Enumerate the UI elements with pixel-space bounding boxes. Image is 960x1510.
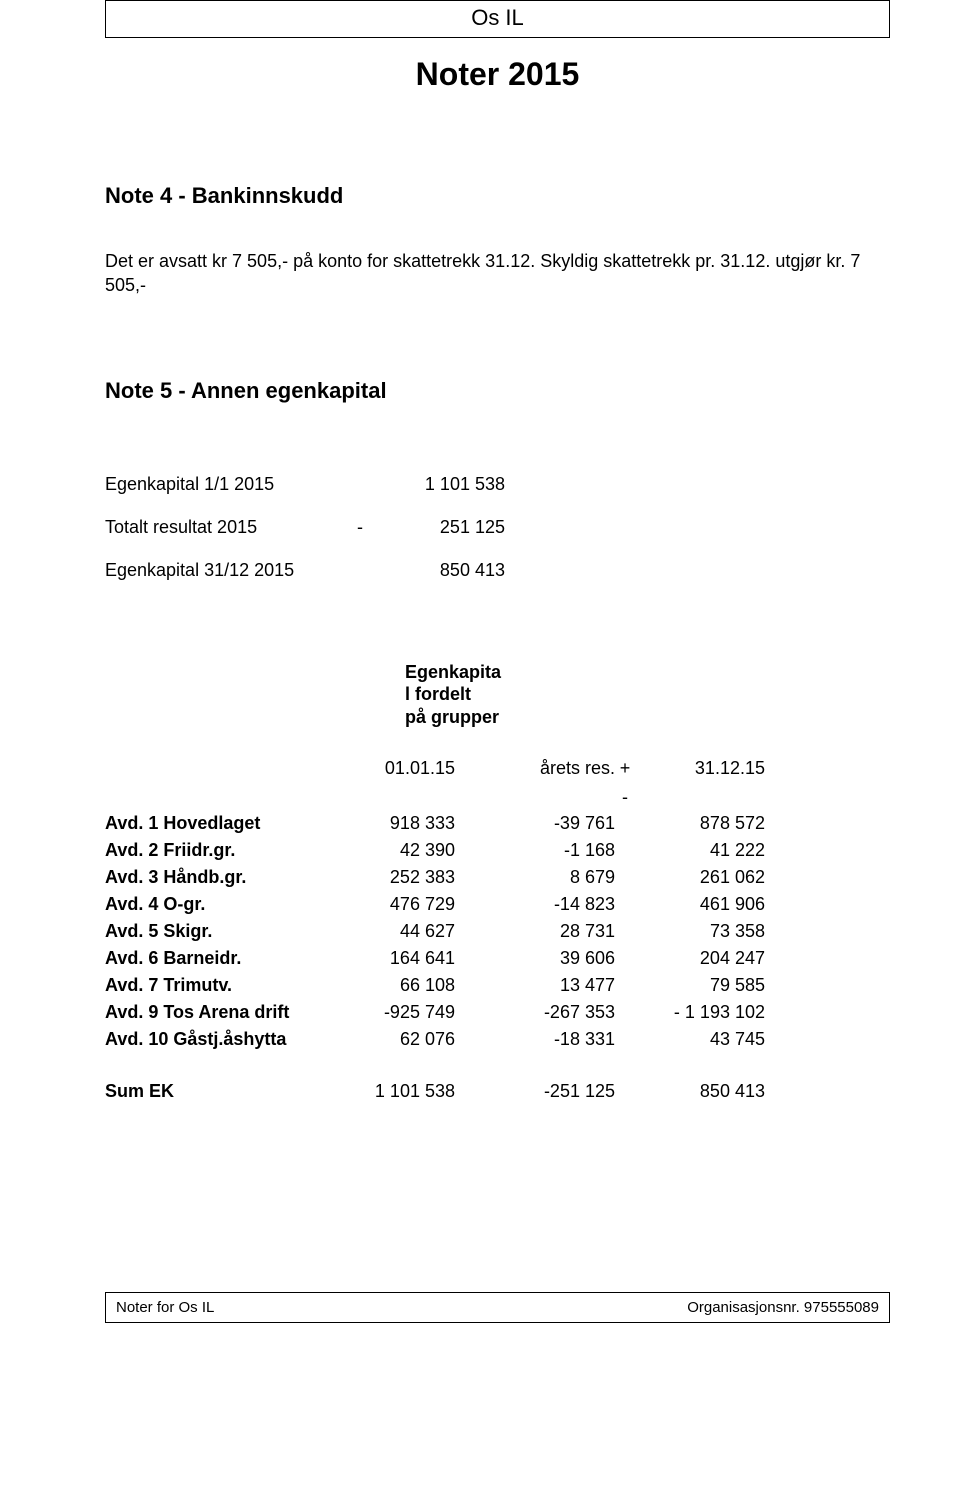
- row-c3: 204 247: [615, 945, 765, 972]
- ek-row: Totalt resultat 2015 - 251 125: [105, 517, 890, 538]
- row-c1: 44 627: [335, 918, 455, 945]
- ek-summary-table: Egenkapital 1/1 2015 1 101 538 Totalt re…: [105, 474, 890, 581]
- row-c1: -925 749: [335, 999, 455, 1026]
- table-row: Avd. 6 Barneidr.164 64139 606204 247: [105, 945, 890, 972]
- row-label: Avd. 6 Barneidr.: [105, 945, 335, 972]
- page-title: Noter 2015: [105, 56, 890, 93]
- row-label: Avd. 5 Skigr.: [105, 918, 335, 945]
- row-c3: 43 745: [615, 1026, 765, 1053]
- row-c2: -267 353: [455, 999, 615, 1026]
- row-c2: 28 731: [455, 918, 615, 945]
- ek-value: 850 413: [385, 560, 505, 581]
- ek-label: Egenkapital 31/12 2015: [105, 560, 335, 581]
- ek-row: Egenkapital 1/1 2015 1 101 538: [105, 474, 890, 495]
- footer-box: Noter for Os IL Organisasjonsnr. 9755550…: [105, 1292, 890, 1323]
- note4-heading: Note 4 - Bankinnskudd: [105, 183, 890, 209]
- group-header-l3: på grupper: [405, 707, 499, 727]
- table-row: Avd. 4 O-gr.476 729-14 823461 906: [105, 891, 890, 918]
- ek-label: Totalt resultat 2015: [105, 517, 335, 538]
- row-c1: 476 729: [335, 891, 455, 918]
- row-c2: -39 761: [455, 810, 615, 837]
- ek-row: Egenkapital 31/12 2015 850 413: [105, 560, 890, 581]
- group-header-block: Egenkapita l fordelt på grupper: [405, 661, 890, 729]
- minus-row: -: [105, 787, 890, 808]
- plus-sign: +: [615, 758, 635, 779]
- group-header-l1: Egenkapita: [405, 662, 501, 682]
- header-box: Os IL: [105, 0, 890, 38]
- table-row: Avd. 5 Skigr.44 62728 73173 358: [105, 918, 890, 945]
- row-c2: 39 606: [455, 945, 615, 972]
- row-label: Avd. 10 Gåstj.åshytta: [105, 1026, 335, 1053]
- row-label: Avd. 7 Trimutv.: [105, 972, 335, 999]
- row-c2: 13 477: [455, 972, 615, 999]
- footer-right: Organisasjonsnr. 975555089: [687, 1299, 879, 1316]
- col-date-left: 01.01.15: [335, 758, 455, 779]
- row-label: Avd. 2 Friidr.gr.: [105, 837, 335, 864]
- sum-row: Sum EK 1 101 538 -251 125 850 413: [105, 1081, 890, 1102]
- col-mid: årets res.: [455, 758, 615, 779]
- row-c3: 261 062: [615, 864, 765, 891]
- row-c2: -14 823: [455, 891, 615, 918]
- table-row: Avd. 2 Friidr.gr.42 390-1 16841 222: [105, 837, 890, 864]
- row-c1: 66 108: [335, 972, 455, 999]
- table-row: Avd. 3 Håndb.gr.252 3838 679261 062: [105, 864, 890, 891]
- row-c1: 918 333: [335, 810, 455, 837]
- row-c1: 62 076: [335, 1026, 455, 1053]
- ek-label: Egenkapital 1/1 2015: [105, 474, 335, 495]
- row-c3: 79 585: [615, 972, 765, 999]
- group-header-l2: l fordelt: [405, 684, 471, 704]
- row-c1: 252 383: [335, 864, 455, 891]
- ek-sep: -: [335, 517, 385, 538]
- sum-c1: 1 101 538: [335, 1081, 455, 1102]
- row-label: Avd. 9 Tos Arena drift: [105, 999, 335, 1026]
- ek-value: 1 101 538: [385, 474, 505, 495]
- note4-text: Det er avsatt kr 7 505,- på konto for sk…: [105, 249, 890, 298]
- row-c3: 878 572: [615, 810, 765, 837]
- group-col-headers: 01.01.15 årets res. + 31.12.15: [105, 758, 890, 779]
- row-c3: 73 358: [615, 918, 765, 945]
- sum-c3: 850 413: [615, 1081, 765, 1102]
- row-c1: 42 390: [335, 837, 455, 864]
- table-row: Avd. 10 Gåstj.åshytta62 076-18 33143 745: [105, 1026, 890, 1053]
- note5-heading: Note 5 - Annen egenkapital: [105, 378, 890, 404]
- row-c1: 164 641: [335, 945, 455, 972]
- row-c3: 461 906: [615, 891, 765, 918]
- row-label: Avd. 1 Hovedlaget: [105, 810, 335, 837]
- minus-sign: -: [615, 787, 635, 808]
- row-label: Avd. 4 O-gr.: [105, 891, 335, 918]
- col-date-right: 31.12.15: [635, 758, 765, 779]
- ek-value: 251 125: [385, 517, 505, 538]
- sum-label: Sum EK: [105, 1081, 335, 1102]
- row-c2: 8 679: [455, 864, 615, 891]
- row-label: Avd. 3 Håndb.gr.: [105, 864, 335, 891]
- row-c3: - 1 193 102: [615, 999, 765, 1026]
- table-row: Avd. 9 Tos Arena drift-925 749-267 353- …: [105, 999, 890, 1026]
- table-row: Avd. 7 Trimutv.66 10813 47779 585: [105, 972, 890, 999]
- header-title: Os IL: [471, 5, 524, 30]
- footer-left: Noter for Os IL: [116, 1299, 214, 1316]
- sum-c2: -251 125: [455, 1081, 615, 1102]
- row-c3: 41 222: [615, 837, 765, 864]
- table-row: Avd. 1 Hovedlaget918 333-39 761878 572: [105, 810, 890, 837]
- group-table: Avd. 1 Hovedlaget918 333-39 761878 572Av…: [105, 810, 890, 1053]
- row-c2: -1 168: [455, 837, 615, 864]
- row-c2: -18 331: [455, 1026, 615, 1053]
